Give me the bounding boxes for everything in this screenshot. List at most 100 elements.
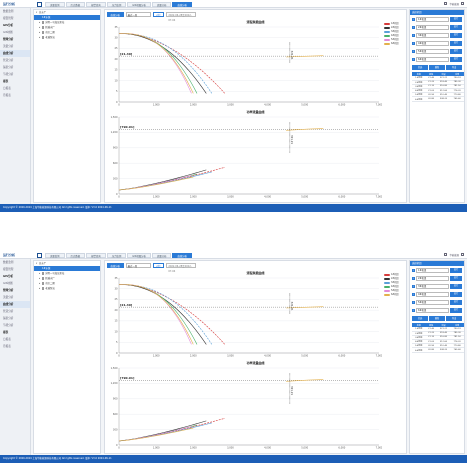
checkbox-checked-icon[interactable]: ✓ (412, 26, 415, 29)
checkbox-checked-icon[interactable]: ✓ (412, 293, 415, 296)
unit-row[interactable]: ✓ 6#机组 运行 (412, 307, 462, 314)
tab-2[interactable]: 报警查询 (86, 252, 106, 258)
tab-2[interactable]: 报警查询 (86, 1, 106, 7)
tree-node[interactable]: ▸ 新城水厂 (34, 25, 100, 30)
settings-icon[interactable] (444, 2, 448, 5)
legend-entry[interactable]: 3#机组 (384, 30, 404, 34)
date-range-field[interactable]: 2022-06-28至2022-07-04 (166, 263, 197, 273)
expand-icon[interactable]: ▸ (39, 287, 41, 290)
unit-row[interactable]: ✓ 2#机组 运行 (412, 275, 462, 282)
checkbox-checked-icon[interactable]: ✓ (412, 309, 415, 312)
tree-node[interactable]: 1#水源 (34, 15, 100, 20)
sidebar-item[interactable]: 报警管理 (3, 268, 14, 271)
tree-node[interactable]: 1#水源 (34, 266, 100, 271)
tab-3[interactable]: 压力监测 (106, 252, 127, 258)
tree-checkbox[interactable] (42, 277, 45, 280)
expand-icon[interactable]: ▾ (36, 11, 38, 14)
sidebar-item[interactable]: 管网分析 (3, 38, 14, 41)
tree-node[interactable]: ▸ 东区二期 (34, 281, 100, 286)
legend-entry[interactable]: 6#机组 (384, 42, 404, 46)
user-name[interactable]: 华能能源 (449, 253, 459, 257)
sidebar-item[interactable]: 报表 (3, 80, 9, 83)
checkbox-checked-icon[interactable]: ✓ (412, 269, 415, 272)
tree-node[interactable]: ▸ 老城泵站 (34, 35, 100, 40)
home-icon[interactable] (37, 1, 42, 7)
legend-entry[interactable]: 6#机组 (384, 293, 404, 297)
expand-icon[interactable]: ▸ (39, 31, 41, 34)
unit-row[interactable]: ✓ 1#机组 运行 (412, 267, 462, 274)
sidebar-item[interactable]: GIS分析 (3, 275, 14, 278)
sidebar-item[interactable]: 节能分析 (3, 324, 14, 327)
sidebar-item[interactable]: 曲线分析 (0, 50, 30, 57)
checkbox-checked-icon[interactable]: ✓ (412, 18, 415, 21)
tree-checkbox[interactable] (42, 21, 45, 24)
panel-button[interactable]: 导出 (446, 65, 462, 70)
sidebar-item[interactable]: 流量分析 (3, 296, 14, 299)
tree-node[interactable]: ▸ 光明一号加压泵站 (34, 20, 100, 25)
settings-icon[interactable] (444, 253, 448, 256)
query-button[interactable]: 曲线分析 (107, 263, 124, 268)
checkbox-checked-icon[interactable]: ✓ (412, 58, 415, 61)
menu-icon[interactable] (461, 2, 464, 5)
sidebar-item[interactable]: GIS分析 (3, 24, 14, 27)
sidebar-item[interactable]: 管道分析 (3, 310, 14, 313)
sidebar-item[interactable]: 数据监测 (3, 261, 14, 264)
sidebar-item[interactable]: 日报表 (3, 338, 11, 341)
tab-5[interactable]: 流量分析 (151, 1, 172, 7)
tree-node[interactable]: ▸ 新城水厂 (34, 276, 100, 281)
panel-button[interactable]: 刷新 (429, 316, 445, 321)
sidebar-item[interactable]: 报警管理 (3, 17, 14, 20)
sidebar-item[interactable]: GIS地图 (3, 31, 13, 34)
sidebar-item[interactable]: 月报表 (3, 345, 11, 348)
unit-row[interactable]: ✓ 3#机组 运行 (412, 283, 462, 290)
unit-row[interactable]: ✓ 5#机组 运行 (412, 299, 462, 306)
sidebar-item[interactable]: 报表 (3, 331, 9, 334)
sidebar-item[interactable]: 管网分析 (3, 289, 14, 292)
tab-4[interactable]: GIS地图分析 (127, 252, 151, 258)
unit-row[interactable]: ✓ 6#机组 运行 (412, 56, 462, 63)
expand-icon[interactable]: ▸ (39, 282, 41, 285)
tree-node[interactable]: ▾ 总水厂 (34, 261, 100, 266)
tab-6[interactable]: 曲线分析 (172, 1, 193, 7)
legend-entry[interactable]: 5#机组 (384, 289, 404, 293)
tree-node[interactable]: ▸ 东区二期 (34, 30, 100, 35)
unit-row[interactable]: ✓ 2#机组 运行 (412, 24, 462, 31)
expand-icon[interactable]: ▸ (39, 36, 41, 39)
expand-icon[interactable]: ▸ (39, 21, 41, 24)
checkbox-checked-icon[interactable]: ✓ (412, 42, 415, 45)
tab-0[interactable]: 流量监测 (45, 1, 65, 7)
sidebar-item[interactable]: 日报表 (3, 87, 11, 90)
tree-checkbox[interactable] (42, 282, 45, 285)
menu-icon[interactable] (461, 253, 464, 256)
panel-button[interactable]: 刷新 (429, 65, 445, 70)
home-icon[interactable] (37, 252, 42, 258)
sidebar-item[interactable]: 漏损分析 (3, 317, 14, 320)
tab-0[interactable]: 流量监测 (45, 252, 65, 258)
unit-row[interactable]: ✓ 1#机组 运行 (412, 16, 462, 23)
expand-icon[interactable]: ▾ (36, 262, 38, 265)
sidebar-item[interactable]: 流量分析 (3, 45, 14, 48)
unit-row[interactable]: ✓ 4#机组 运行 (412, 40, 462, 47)
user-name[interactable]: 华能能源 (449, 2, 459, 6)
sidebar-item[interactable]: 漏损分析 (3, 66, 14, 69)
panel-button[interactable]: 全选 (412, 65, 428, 70)
query-button[interactable]: 曲线分析 (107, 12, 124, 17)
checkbox-checked-icon[interactable]: ✓ (412, 50, 415, 53)
unit-row[interactable]: ✓ 3#机组 运行 (412, 32, 462, 39)
tree-checkbox[interactable] (42, 36, 45, 39)
checkbox-checked-icon[interactable]: ✓ (412, 277, 415, 280)
tree-node[interactable]: ▾ 总水厂 (34, 10, 100, 15)
legend-entry[interactable]: 2#机组 (384, 26, 404, 30)
checkbox-checked-icon[interactable]: ✓ (412, 285, 415, 288)
tree-checkbox[interactable] (42, 287, 45, 290)
tab-4[interactable]: GIS地图分析 (127, 1, 151, 7)
tab-6[interactable]: 曲线分析 (172, 252, 193, 258)
unit-row[interactable]: ✓ 4#机组 运行 (412, 291, 462, 298)
expand-icon[interactable]: ▸ (39, 272, 41, 275)
period-select[interactable]: 最近一周 (125, 263, 151, 268)
legend-entry[interactable]: 5#机组 (384, 38, 404, 42)
tab-1[interactable]: 历史数据 (65, 252, 86, 258)
tree-checkbox[interactable] (42, 272, 45, 275)
sidebar-item[interactable]: 月报表 (3, 94, 11, 97)
tab-3[interactable]: 压力监测 (106, 1, 127, 7)
